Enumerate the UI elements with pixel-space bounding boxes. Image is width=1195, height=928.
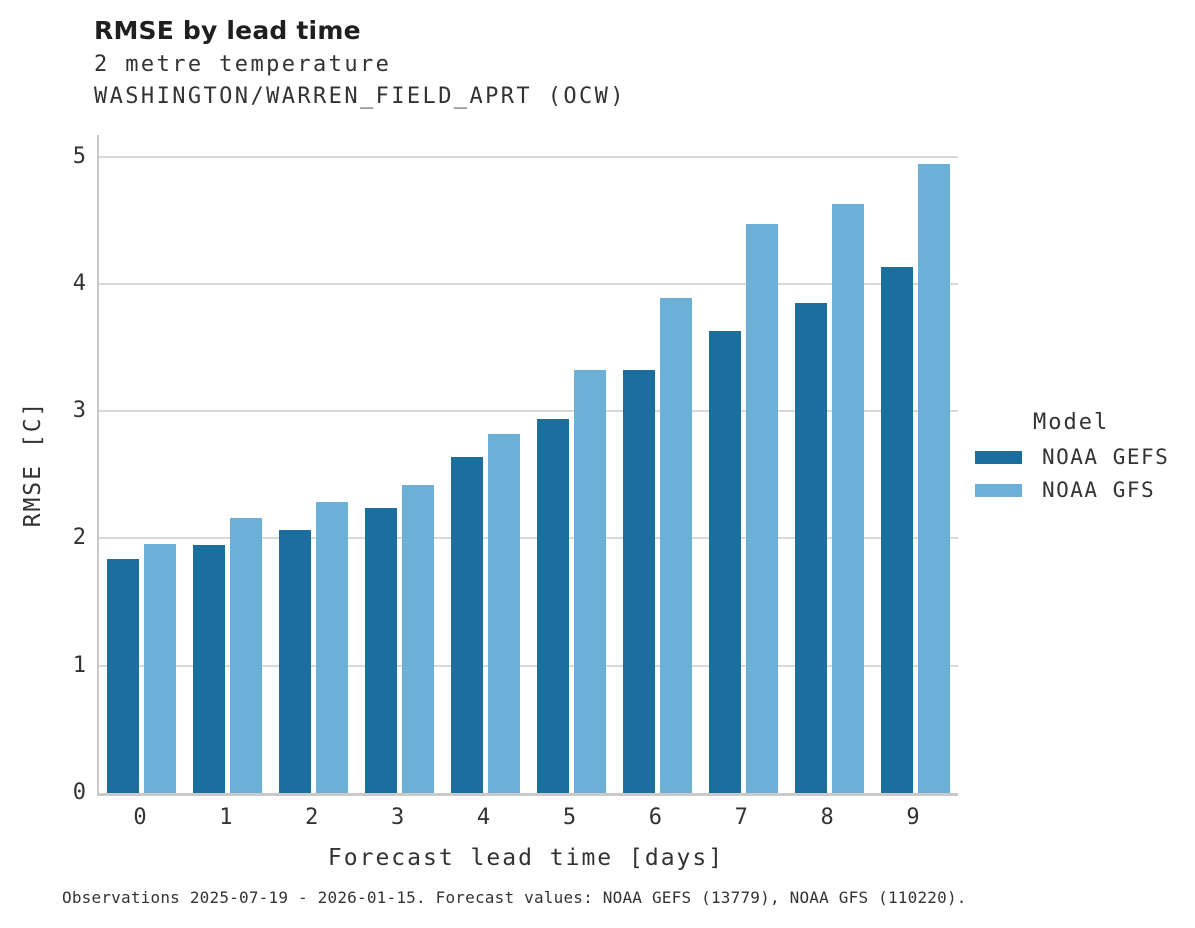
bar-group-lead-1	[185, 135, 271, 793]
y-tick-label-1: 1	[72, 652, 86, 678]
bar-noaa-gefs-lead-5	[536, 418, 569, 793]
bar-noaa-gfs-lead-3	[402, 485, 435, 793]
x-axis-ticks: 0 1 2 3 4 5 6 7 8 9	[97, 805, 956, 833]
bar-group-lead-6	[614, 135, 700, 793]
bar-noaa-gefs-lead-0	[107, 558, 140, 793]
bar-noaa-gefs-lead-7	[708, 331, 741, 793]
bar-group-lead-4	[443, 135, 529, 793]
x-axis-label: Forecast lead time [days]	[327, 845, 725, 871]
legend-label-noaa-gfs: NOAA GFS	[1042, 478, 1156, 502]
bar-noaa-gefs-lead-8	[794, 303, 827, 793]
bar-noaa-gfs-lead-2	[316, 501, 349, 793]
y-tick-label-2: 2	[72, 525, 86, 551]
y-tick-label-3: 3	[72, 398, 86, 424]
bar-group-lead-3	[357, 135, 443, 793]
x-tick-label-9: 9	[906, 805, 920, 830]
bar-group-lead-7	[700, 135, 786, 793]
x-tick-label-4: 4	[476, 805, 491, 830]
bar-group-lead-2	[271, 135, 357, 793]
x-tick-label-1: 1	[219, 805, 233, 830]
y-tick-label-0: 0	[72, 780, 86, 805]
y-tick-label-5: 5	[72, 143, 86, 169]
bar-noaa-gfs-lead-7	[745, 224, 778, 793]
bar-noaa-gefs-lead-4	[451, 457, 484, 793]
bars-container	[99, 135, 958, 793]
bar-noaa-gfs-lead-6	[659, 297, 692, 793]
legend-entry-noaa-gefs: NOAA GEFS	[975, 445, 1170, 469]
bar-noaa-gfs-lead-0	[144, 543, 177, 793]
plot-area	[97, 135, 958, 796]
gridline-y-3	[99, 410, 958, 413]
gridline-y-5	[99, 155, 958, 158]
x-tick-label-0: 0	[133, 805, 147, 830]
bar-group-lead-8	[786, 135, 872, 793]
bar-noaa-gfs-lead-1	[230, 518, 263, 793]
bar-group-lead-9	[872, 135, 958, 793]
chart-title: RMSE by lead time	[94, 16, 361, 45]
bar-noaa-gfs-lead-4	[488, 434, 521, 793]
bar-noaa-gefs-lead-9	[880, 267, 913, 793]
legend-label-noaa-gefs: NOAA GEFS	[1042, 445, 1170, 469]
bar-noaa-gfs-lead-8	[831, 203, 864, 793]
gridline-y-2	[99, 537, 958, 540]
bar-group-lead-5	[529, 135, 615, 793]
y-tick-label-4: 4	[72, 270, 86, 296]
x-tick-label-6: 6	[648, 805, 662, 830]
bar-noaa-gefs-lead-3	[365, 507, 398, 793]
bar-noaa-gefs-lead-6	[622, 370, 655, 793]
y-axis-ticks: 0 1 2 3 4 5	[36, 135, 86, 803]
bar-noaa-gfs-lead-5	[573, 370, 606, 793]
bar-group-lead-0	[99, 135, 185, 793]
gridline-y-4	[99, 282, 958, 285]
legend-entry-noaa-gfs: NOAA GFS	[975, 478, 1169, 502]
legend-entries: NOAA GEFS NOAA GFS	[975, 445, 1170, 502]
x-tick-label-5: 5	[562, 805, 577, 830]
legend: Model NOAA GEFS NOAA GFS	[975, 410, 1169, 513]
gridline-y-1	[99, 664, 958, 667]
footer-note: Observations 2025-07-19 - 2026-01-15. Fo…	[62, 888, 967, 907]
bar-noaa-gefs-lead-1	[193, 544, 226, 793]
x-tick-label-2: 2	[305, 805, 319, 830]
x-tick-label-7: 7	[734, 805, 748, 830]
legend-title: Model	[1033, 410, 1110, 435]
chart-subtitle-variable: 2 metre temperature	[94, 52, 392, 77]
legend-swatch-noaa-gfs	[975, 483, 1022, 497]
legend-swatch-noaa-gefs	[975, 450, 1022, 464]
bar-noaa-gefs-lead-2	[279, 529, 312, 793]
chart-subtitle-station: WASHINGTON/WARREN_FIELD_APRT (OCW)	[94, 84, 626, 109]
x-tick-label-3: 3	[391, 805, 405, 830]
x-tick-label-8: 8	[820, 805, 834, 830]
bar-noaa-gfs-lead-9	[917, 164, 950, 793]
